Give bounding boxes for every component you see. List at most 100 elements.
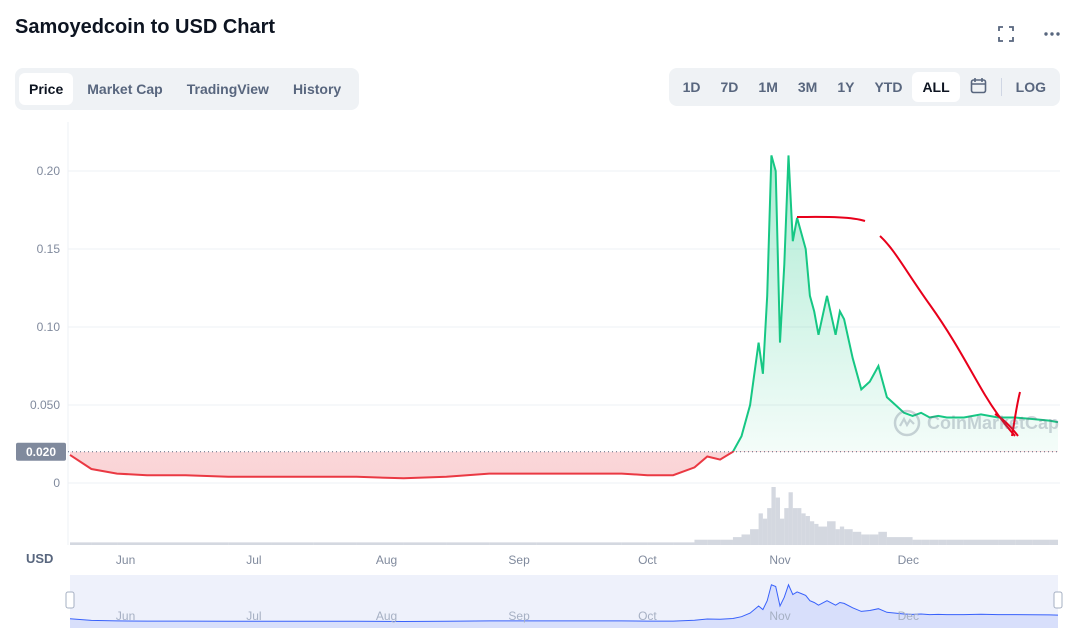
x-tick-label: Oct <box>638 553 657 567</box>
navigator-tick-label: Sep <box>508 609 530 623</box>
x-tick-label: Aug <box>376 553 397 567</box>
volume-bar <box>741 534 751 545</box>
volume-bar <box>720 539 733 545</box>
volume-bar <box>839 526 845 545</box>
tab-market-cap[interactable]: Market Cap <box>87 81 163 97</box>
range-1d[interactable]: 1D <box>682 79 701 95</box>
tab-history[interactable]: History <box>292 81 342 97</box>
volume-bar <box>271 542 314 545</box>
volume-bars <box>70 487 1058 545</box>
y-tick-label: 0.20 <box>37 164 61 178</box>
volume-bar <box>91 542 118 545</box>
range-3m[interactable]: 3M <box>797 79 818 95</box>
area-above-baseline <box>733 155 1058 451</box>
x-tick-label: Jun <box>116 553 135 567</box>
currency-label: USD <box>26 551 54 566</box>
navigator-line <box>69 583 1059 623</box>
navigator-tick-label: Oct <box>638 609 657 623</box>
navigator-tick-label: Jun <box>116 609 135 623</box>
volume-bar <box>814 523 819 545</box>
gridlines <box>67 122 1060 545</box>
range-1y[interactable]: 1Y <box>837 79 855 95</box>
volume-bar <box>732 537 742 545</box>
navigator-handle[interactable] <box>1053 591 1063 609</box>
volume-bar <box>797 508 802 545</box>
price-area <box>70 155 1058 479</box>
volume-bar <box>779 518 785 545</box>
area-below-baseline <box>70 451 1058 479</box>
volume-bar <box>946 539 964 545</box>
price-lines <box>69 155 1059 480</box>
volume-bar <box>886 537 896 545</box>
volume-bar <box>750 529 759 545</box>
volume-bar <box>844 529 853 545</box>
fullscreen-icon[interactable] <box>996 24 1016 44</box>
volume-bar <box>998 539 1016 545</box>
volume-bar <box>647 542 674 545</box>
volume-bar <box>861 534 870 545</box>
calendar-icon[interactable] <box>960 70 997 104</box>
volume-bar <box>912 539 922 545</box>
volume-bar <box>771 487 776 545</box>
x-tick-label: Jul <box>246 553 261 567</box>
volume-bar <box>809 521 815 545</box>
more-icon[interactable] <box>1042 24 1062 44</box>
range-7d[interactable]: 7D <box>720 79 739 95</box>
volume-bar <box>621 542 648 545</box>
navigator: Jun Jul Aug Sep Oct Nov Dec <box>65 575 1063 628</box>
y-axis: 0.20 0.15 0.10 0.050 0 <box>30 164 60 490</box>
volume-bar <box>784 508 789 545</box>
navigator-tick-label: Nov <box>769 609 790 623</box>
volume-bar <box>938 539 947 545</box>
x-axis: Jun Jul Aug Sep Oct Nov Dec <box>116 553 919 567</box>
volume-bar <box>185 542 229 545</box>
range-1m[interactable]: 1M <box>758 79 778 95</box>
volume-bar <box>762 518 768 545</box>
baseline-label: 0.020 <box>26 445 56 459</box>
coinmarketcap-logo-icon <box>893 409 921 437</box>
volume-bar <box>403 542 447 545</box>
volume-bar <box>767 508 772 545</box>
volume-bar <box>929 539 939 545</box>
y-tick-label: 0.15 <box>37 242 61 256</box>
range-all[interactable]: ALL <box>912 72 960 102</box>
volume-bar <box>313 542 357 545</box>
tab-price[interactable]: Price <box>19 73 74 105</box>
volume-bar <box>1049 539 1058 545</box>
log-toggle[interactable]: LOG <box>1015 79 1046 95</box>
x-tick-label: Nov <box>769 553 790 567</box>
navigator-tick-label: Jul <box>246 609 261 623</box>
tab-tradingview[interactable]: TradingView <box>186 81 269 97</box>
navigator-area <box>70 584 1058 628</box>
volume-bar <box>694 539 708 545</box>
navigator-tick-label: Aug <box>376 609 397 623</box>
volume-bar <box>356 542 404 545</box>
volume-bar <box>775 497 780 545</box>
volume-bar <box>70 542 92 545</box>
volume-bar <box>981 539 999 545</box>
hand-drawn-annotations <box>796 215 1021 437</box>
volume-bar <box>818 526 828 545</box>
watermark: CoinMarketCap <box>893 409 1059 437</box>
volume-bar <box>852 531 862 545</box>
volume-bar <box>117 542 147 545</box>
navigator-tick-label: Dec <box>898 609 919 623</box>
page-title: Samoyedcoin to USD Chart <box>15 16 276 38</box>
volume-bar <box>228 542 272 545</box>
volume-bar <box>1032 539 1050 545</box>
volume-bar <box>673 542 695 545</box>
navigator-handle[interactable] <box>65 591 75 609</box>
chart-tabs: Price Market Cap TradingView History <box>15 68 360 110</box>
volume-bar <box>904 537 913 545</box>
volume-bar <box>1015 539 1033 545</box>
range-ytd[interactable]: YTD <box>874 79 903 95</box>
volume-bar <box>489 542 537 545</box>
volume-bar <box>895 537 905 545</box>
volume-bar <box>963 539 982 545</box>
range-divider <box>1000 78 1002 96</box>
header-icons <box>996 24 1062 44</box>
volume-bar <box>869 534 879 545</box>
navigator-window <box>70 575 1058 628</box>
volume-bar <box>792 508 798 545</box>
volume-bar <box>146 542 186 545</box>
